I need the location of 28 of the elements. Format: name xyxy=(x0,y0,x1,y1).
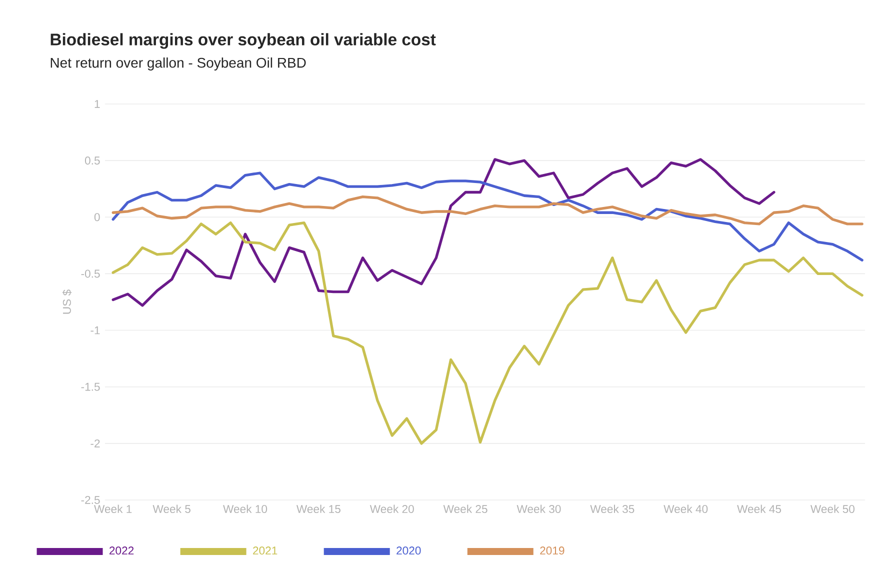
chart-subtitle: Net return over gallon - Soybean Oil RBD xyxy=(50,57,306,71)
y-tick-label: 1 xyxy=(94,100,100,108)
y-tick-label: -2.5 xyxy=(81,496,100,504)
x-tick-label: Week 35 xyxy=(590,504,634,514)
text: 2020 xyxy=(396,546,421,555)
y-tick-label: -1.5 xyxy=(81,382,100,391)
y-tick-label: -0.5 xyxy=(81,270,100,278)
x-tick-label: Week 20 xyxy=(370,504,414,514)
x-tick-label: Week 10 xyxy=(223,504,268,514)
x-tick-label: Week 50 xyxy=(810,504,854,514)
x-tick-label: Week 45 xyxy=(737,504,782,514)
line-series xyxy=(112,158,776,307)
y-tick-label: -2 xyxy=(90,439,100,448)
text: 2021 xyxy=(253,546,278,555)
x-tick-label: Week 15 xyxy=(296,504,340,514)
text: 2019 xyxy=(540,546,564,555)
x-tick-label: Week 5 xyxy=(152,504,190,514)
chart-title: Biodiesel margins over soybean oil variable cost xyxy=(50,33,436,49)
y-tick-label: 0 xyxy=(94,213,100,222)
x-tick-label: Week 1 xyxy=(94,504,132,514)
y-axis-title: US $ xyxy=(62,290,72,314)
x-tick-label: Week 30 xyxy=(516,504,561,514)
line-series xyxy=(112,221,864,445)
x-tick-label: Week 40 xyxy=(664,504,708,514)
y-tick-label: 0.5 xyxy=(84,156,100,165)
text: 2022 xyxy=(109,546,134,555)
x-tick-label: Week 25 xyxy=(443,504,488,514)
y-tick-label: -1 xyxy=(90,326,100,334)
